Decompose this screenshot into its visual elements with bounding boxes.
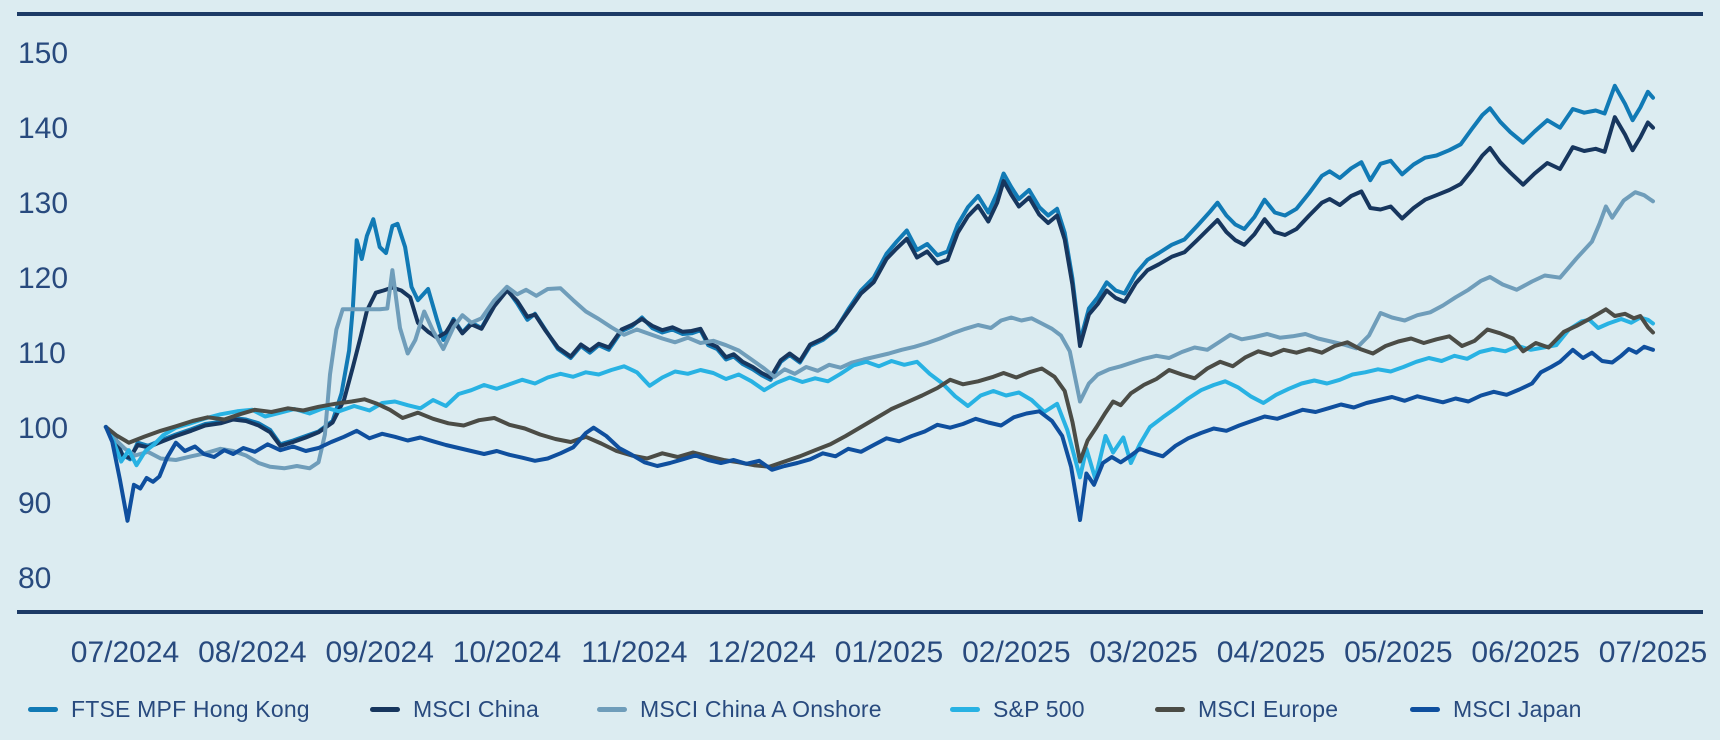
- x-axis-label: 03/2025: [1089, 636, 1197, 669]
- series-line-msci-japan: [103, 344, 1655, 523]
- x-axis-label: 12/2024: [707, 636, 815, 669]
- legend-item-s-p-500: S&P 500: [950, 696, 1085, 723]
- legend-item-msci-china-a-onshore: MSCI China A Onshore: [597, 696, 882, 723]
- legend-item-ftse-mpf-hong-kong: FTSE MPF Hong Kong: [28, 696, 310, 723]
- legend-swatch-s-p-500: [950, 707, 980, 712]
- legend-label: MSCI Japan: [1453, 696, 1582, 722]
- legend-label: MSCI Europe: [1198, 696, 1339, 722]
- y-axis-label: 100: [18, 412, 68, 445]
- series-line-msci-china-a-onshore: [103, 190, 1655, 471]
- legend-swatch-msci-europe: [1155, 707, 1185, 712]
- legend-item-msci-china: MSCI China: [370, 696, 539, 723]
- y-axis-label: 130: [18, 187, 68, 220]
- x-axis-label: 02/2025: [962, 636, 1070, 669]
- x-axis-label: 07/2025: [1599, 636, 1707, 669]
- x-axis-label: 01/2025: [835, 636, 943, 669]
- legend-swatch-ftse-mpf-hong-kong: [28, 707, 58, 712]
- x-axis-label: 06/2025: [1471, 636, 1579, 669]
- x-axis-label: 09/2024: [325, 636, 433, 669]
- x-axis-label: 07/2024: [71, 636, 179, 669]
- y-axis-label: 90: [18, 487, 51, 520]
- legend-item-msci-japan: MSCI Japan: [1410, 696, 1582, 723]
- legend-label: MSCI China A Onshore: [640, 696, 882, 722]
- series-line-msci-china: [103, 115, 1655, 460]
- x-axis-label: 04/2025: [1217, 636, 1325, 669]
- y-axis-label: 110: [18, 337, 66, 370]
- y-axis-label: 80: [18, 562, 51, 595]
- y-axis-label: 150: [18, 37, 68, 70]
- x-axis-label: 11/2024: [581, 636, 687, 669]
- y-axis-label: 140: [18, 112, 68, 145]
- legend: FTSE MPF Hong Kong MSCI China MSCI China A…: [0, 696, 1720, 730]
- legend-label: FTSE MPF Hong Kong: [71, 696, 310, 722]
- legend-swatch-msci-china-a-onshore: [597, 707, 627, 712]
- legend-swatch-msci-china: [370, 707, 400, 712]
- legend-swatch-msci-japan: [1410, 707, 1440, 712]
- series-line-ftse-mpf-hong-kong: [103, 83, 1655, 462]
- series-line-msci-europe: [103, 307, 1655, 469]
- series-line-s-p-500: [103, 315, 1655, 481]
- legend-label: MSCI China: [413, 696, 539, 722]
- x-axis-label: 10/2024: [453, 636, 561, 669]
- x-axis-label: 05/2025: [1344, 636, 1452, 669]
- legend-label: S&P 500: [993, 696, 1085, 722]
- legend-item-msci-europe: MSCI Europe: [1155, 696, 1338, 723]
- y-axis-label: 120: [18, 262, 68, 295]
- x-axis-label: 08/2024: [198, 636, 306, 669]
